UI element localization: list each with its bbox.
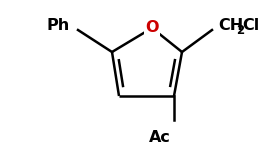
- Text: O: O: [145, 20, 159, 35]
- Text: Cl: Cl: [242, 18, 259, 33]
- Text: Ph: Ph: [46, 18, 70, 33]
- Text: 2: 2: [236, 24, 244, 36]
- Text: CH: CH: [218, 18, 243, 33]
- Text: Ac: Ac: [149, 131, 171, 146]
